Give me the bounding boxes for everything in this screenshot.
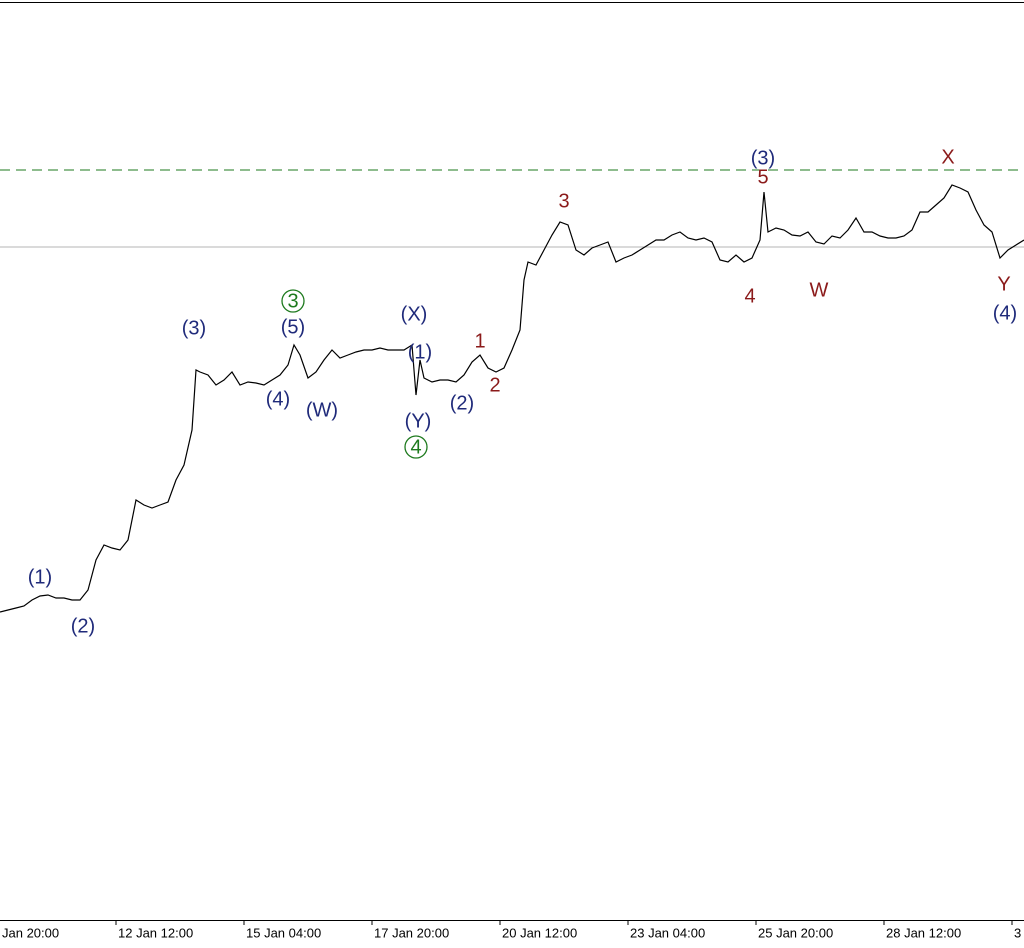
x-tick-label: 28 Jan 12:00 [886, 925, 961, 940]
x-tick-label: 20 Jan 12:00 [502, 925, 577, 940]
wave-label: (4) [266, 388, 290, 410]
wave-label: 4 [744, 285, 755, 307]
wave-label: Y [997, 273, 1010, 295]
wave-circle [404, 435, 428, 459]
wave-label: (2) [450, 392, 474, 414]
wave-label: 3 [287, 290, 298, 312]
x-tick-label: 25 Jan 20:00 [758, 925, 833, 940]
wave-label: (2) [71, 615, 95, 637]
wave-label: (X) [401, 303, 428, 325]
wave-label: X [941, 146, 954, 168]
wave-label: (W) [306, 399, 338, 421]
wave-label: 2 [489, 374, 500, 396]
wave-label: 5 [757, 166, 768, 188]
x-tick-label: Jan 20:00 [2, 925, 59, 940]
wave-label: 3 [558, 190, 569, 212]
x-tick-label: 17 Jan 20:00 [374, 925, 449, 940]
wave-label: (1) [408, 341, 432, 363]
wave-label: 4 [410, 436, 421, 458]
price-line [0, 184, 1024, 613]
wave-label: (5) [281, 316, 305, 338]
wave-label: W [810, 279, 829, 301]
wave-label: (3) [182, 317, 206, 339]
x-tick-label: 15 Jan 04:00 [246, 925, 321, 940]
wave-label: (Y) [405, 410, 432, 432]
x-tick-label: 12 Jan 12:00 [118, 925, 193, 940]
wave-label: (4) [993, 302, 1017, 324]
x-tick-label: 23 Jan 04:00 [630, 925, 705, 940]
wave-circle [281, 289, 305, 313]
wave-label: (1) [28, 566, 52, 588]
x-tick-label: 3 [1014, 925, 1021, 940]
wave-label: 1 [474, 330, 485, 352]
wave-label: (3) [751, 147, 775, 169]
